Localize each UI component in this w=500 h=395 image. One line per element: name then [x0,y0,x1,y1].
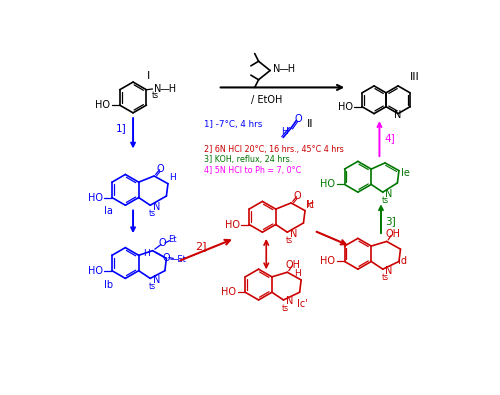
Text: 3]: 3] [386,216,396,226]
Text: N: N [286,297,293,307]
Text: O: O [156,164,164,174]
Text: Ia: Ia [104,207,113,216]
Text: Et: Et [168,235,177,245]
Text: N: N [290,229,297,239]
Text: 4] 5N HCl to Ph = 7, 0°C: 4] 5N HCl to Ph = 7, 0°C [204,166,301,175]
Text: H: H [169,173,176,182]
Text: H: H [143,249,150,258]
Text: Ic: Ic [306,200,314,210]
Text: I: I [147,71,150,81]
Text: HO: HO [88,266,103,276]
Text: 2] 6N HCl 20°C, 16 hrs., 45°C 4 hrs: 2] 6N HCl 20°C, 16 hrs., 45°C 4 hrs [204,145,344,154]
Text: H: H [282,127,288,136]
Text: H: H [306,200,313,209]
Text: O: O [294,191,301,201]
Text: III: III [410,71,420,82]
Text: / EtOH: / EtOH [250,95,282,105]
Text: Id: Id [398,256,406,267]
Text: HO: HO [221,287,236,297]
Text: N: N [273,64,280,74]
Text: ts: ts [382,273,388,282]
Text: O: O [162,253,170,263]
Text: II: II [307,119,314,130]
Text: O: O [295,114,302,124]
Text: N: N [152,202,160,212]
Text: N: N [385,266,392,276]
Text: Ic': Ic' [298,299,308,309]
Text: HO: HO [338,102,353,112]
Text: N: N [154,84,162,94]
Text: HO: HO [320,179,336,190]
Text: Ie: Ie [402,168,410,178]
Text: ts: ts [286,236,293,245]
Text: HO: HO [225,220,240,229]
Text: H: H [294,269,300,278]
Text: ts: ts [282,304,290,313]
Text: HO: HO [320,256,336,267]
Text: —Et: —Et [170,255,186,263]
Text: N: N [152,275,160,285]
Text: 2]: 2] [195,241,206,251]
Text: 1]: 1] [116,123,127,133]
Text: O: O [158,238,166,248]
Text: ts: ts [149,282,156,292]
Text: ts: ts [382,196,388,205]
Text: ts: ts [152,91,159,100]
Text: OH: OH [386,229,400,239]
Text: ts: ts [149,209,156,218]
Text: N: N [385,189,392,199]
Text: Ib: Ib [104,280,113,290]
Text: HO: HO [96,100,110,110]
Text: OH: OH [286,260,301,269]
Text: HO: HO [88,192,103,203]
Text: —H: —H [160,84,176,94]
Text: 3] KOH, reflux, 24 hrs.: 3] KOH, reflux, 24 hrs. [204,155,292,164]
Text: N: N [394,110,402,120]
Text: —H: —H [278,64,295,74]
Text: 1] -7°C, 4 hrs: 1] -7°C, 4 hrs [204,120,262,129]
Text: 4]: 4] [384,133,395,143]
